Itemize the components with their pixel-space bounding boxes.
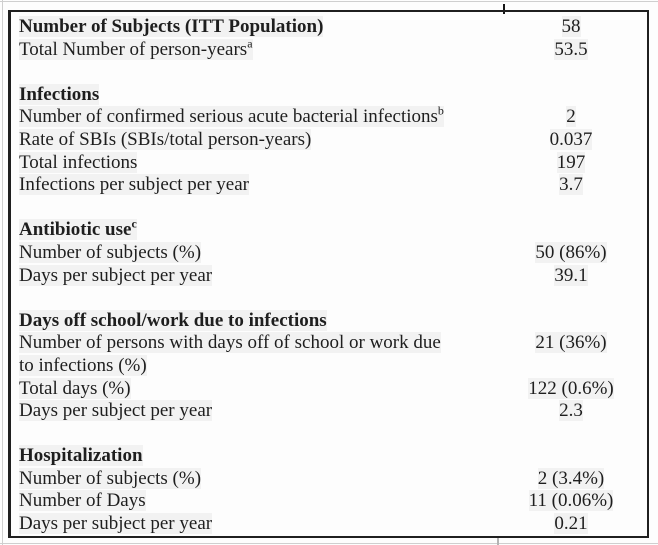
- table-row: Infections per subject per year 3.7: [19, 174, 647, 197]
- table-row: Days per subject per year 2.3: [19, 400, 647, 423]
- table-row: Total Number of person-yearsa 53.5: [19, 36, 647, 62]
- table-row: Number of subjects (%) 50 (86%): [19, 241, 647, 265]
- section-days-off-school-work: Days off school/work due to infections N…: [19, 309, 647, 423]
- row-label: Days per subject per year: [19, 264, 213, 286]
- column-divider-tick-bottom: [497, 537, 499, 545]
- section-header: Antibiotic usec: [19, 217, 137, 241]
- table-row: Number of Days 11 (0.06%): [19, 490, 647, 513]
- table-row: Total days (%) 122 (0.6%): [19, 377, 647, 401]
- row-label: Number of subjects (%): [19, 241, 202, 263]
- table-row: Number of subjects (%) 2 (3.4%): [19, 467, 647, 491]
- row-label: Infections per subject per year: [19, 174, 250, 196]
- table-row: Number of Subjects (ITT Population) 58: [19, 16, 647, 39]
- row-value: 122 (0.6%): [528, 377, 614, 399]
- row-value: 2: [566, 106, 576, 128]
- section-header: Days off school/work due to infections: [19, 309, 327, 331]
- row-label: Days per subject per year: [19, 513, 213, 535]
- table-row: Number of persons with days off of schoo…: [19, 332, 647, 377]
- section-header-row: Hospitalization: [19, 445, 647, 468]
- summary-table: Number of Subjects (ITT Population) 58 T…: [8, 10, 649, 538]
- row-label: Days per subject per year: [19, 400, 213, 422]
- row-value: 21 (36%): [535, 332, 607, 354]
- footnote-marker-a: a: [247, 36, 253, 51]
- row-label: Rate of SBIs (SBIs/total person-years): [19, 128, 312, 150]
- section-header: Infections: [19, 83, 100, 105]
- row-label: Total Number of person-yearsa: [19, 36, 253, 60]
- section-infections: Infections Number of confirmed serious a…: [19, 83, 647, 197]
- footnote-marker-b: b: [437, 104, 444, 119]
- section-header-row: Infections: [19, 83, 647, 107]
- table-row: Rate of SBIs (SBIs/total person-years) 0…: [19, 128, 647, 152]
- row-value: 50 (86%): [535, 241, 607, 263]
- row-value: 3.7: [559, 174, 583, 196]
- section-antibiotic-use: Antibiotic usec Number of subjects (%) 5…: [19, 217, 647, 288]
- table-row: Days per subject per year 39.1: [19, 264, 647, 288]
- section-header: Hospitalization: [19, 445, 143, 467]
- section-header-row: Antibiotic usec: [19, 217, 647, 242]
- row-value: 53.5: [554, 38, 588, 60]
- scan-edge-line-top: [0, 1, 658, 2]
- row-value: 39.1: [554, 264, 588, 286]
- column-divider-tick-top: [503, 4, 505, 14]
- row-label: Number of subjects (%): [19, 467, 202, 489]
- table-row: Number of confirmed serious acute bacter…: [19, 104, 647, 129]
- row-label: Number of persons with days off of schoo…: [19, 332, 441, 376]
- row-value: 0.037: [549, 128, 593, 150]
- scan-edge-line-bottom: [0, 543, 658, 544]
- row-value: 11 (0.06%): [528, 490, 614, 512]
- row-label: Total infections: [19, 151, 138, 173]
- row-label: Number of Subjects (ITT Population): [19, 16, 324, 37]
- row-value: 0.21: [554, 513, 588, 535]
- row-value: 2.3: [559, 400, 583, 422]
- section-itt-population: Number of Subjects (ITT Population) 58 T…: [19, 16, 647, 61]
- row-label: Total days (%): [19, 377, 131, 399]
- section-header-row: Days off school/work due to infections: [19, 309, 647, 333]
- section-hospitalization: Hospitalization Number of subjects (%) 2…: [19, 445, 647, 535]
- row-label: Number of Days: [19, 490, 146, 512]
- footnote-marker-c: c: [131, 217, 137, 232]
- row-label: Number of confirmed serious acute bacter…: [19, 104, 444, 128]
- row-value: 197: [556, 151, 586, 173]
- scan-edge-line-left: [2, 0, 3, 545]
- table-row: Total infections 197: [19, 151, 647, 175]
- table-row: Days per subject per year 0.21: [19, 513, 647, 536]
- row-value: 58: [561, 16, 581, 37]
- row-value: 2 (3.4%): [537, 467, 605, 489]
